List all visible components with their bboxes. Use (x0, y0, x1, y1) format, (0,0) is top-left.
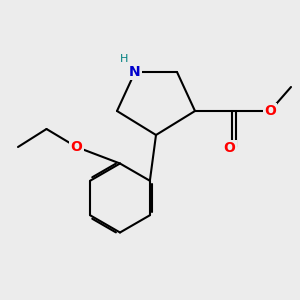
Text: N: N (129, 65, 141, 79)
Text: O: O (264, 104, 276, 118)
Text: H: H (120, 53, 129, 64)
Text: O: O (70, 140, 83, 154)
Text: O: O (224, 142, 236, 155)
